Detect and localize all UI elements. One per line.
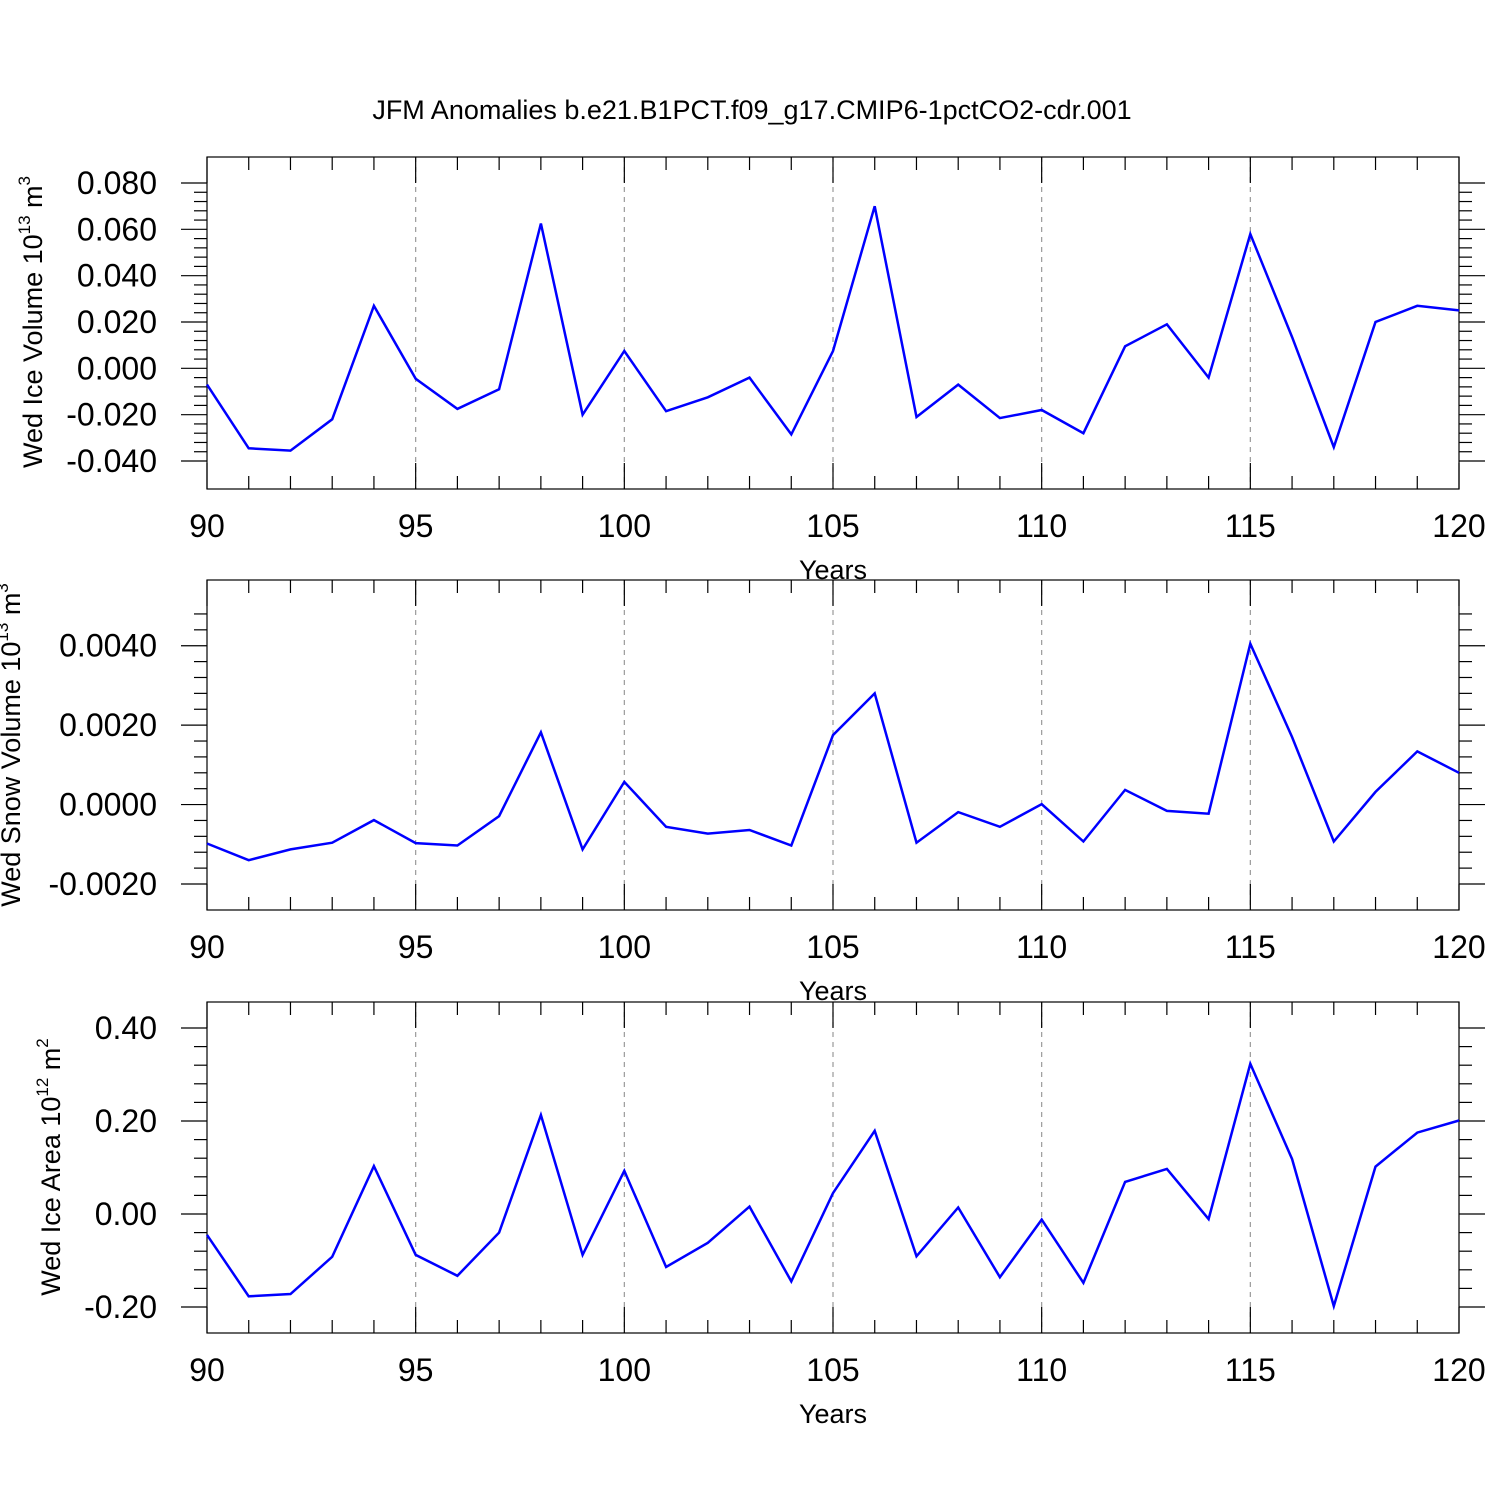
x-tick-label: 105 [806, 929, 859, 965]
y-tick-label: 0.20 [95, 1103, 157, 1139]
x-tick-label: 100 [598, 929, 651, 965]
series-line [205, 1060, 1460, 1311]
y-tick-label: 0.040 [77, 258, 157, 294]
y-tick-label: 0.40 [95, 1010, 157, 1046]
x-axis-label: Years [799, 976, 867, 1006]
x-tick-label: 90 [189, 1352, 225, 1388]
x-tick-label: 110 [1016, 508, 1067, 544]
chart-title: JFM Anomalies b.e21.B1PCT.f09_g17.CMIP6-… [372, 95, 1131, 125]
y-tick-label: 0.0020 [59, 707, 157, 743]
y-tick-label: -0.0020 [48, 866, 157, 902]
x-tick-label: 100 [598, 508, 651, 544]
x-tick-label: 95 [398, 508, 434, 544]
x-tick-label: 120 [1432, 1352, 1485, 1388]
x-tick-label: 95 [398, 1352, 434, 1388]
y-axis-label: Wed Snow Volume 1013 m3 [0, 583, 26, 907]
y-tick-label: 0.060 [77, 211, 157, 247]
x-tick-label: 90 [189, 508, 225, 544]
x-axis-label: Years [799, 1399, 867, 1429]
x-tick-label: 110 [1016, 1352, 1067, 1388]
series-line [205, 205, 1460, 452]
y-tick-label: -0.040 [66, 443, 157, 479]
x-tick-label: 110 [1016, 929, 1067, 965]
y-axis-label: Wed Ice Volume 1013 m3 [15, 176, 48, 468]
x-tick-label: 120 [1432, 508, 1485, 544]
y-tick-label: 0.0000 [59, 787, 157, 823]
panels: 90 95 100 105 110 115 120 -0.040 -0.020 0.000 0.02… [0, 156, 1486, 1429]
y-tick-label: -0.020 [66, 397, 157, 433]
y-axis-label: Wed Ice Area 1012 m2 [33, 1038, 66, 1296]
y-tick-label: 0.020 [77, 304, 157, 340]
y-tick-label: 0.0040 [59, 628, 157, 664]
y-tick-label: 0.080 [77, 165, 157, 201]
x-tick-label: 115 [1225, 1352, 1276, 1388]
panel-2: 90 95 100 105 110 115 120 -0.0020 0.0000 0.0020 0.… [0, 579, 1486, 1006]
x-tick-label: 95 [398, 929, 434, 965]
y-tick-label: 0.00 [95, 1196, 157, 1232]
x-tick-label: 115 [1225, 929, 1276, 965]
y-tick-label: -0.20 [84, 1289, 157, 1325]
x-tick-label: 115 [1225, 508, 1276, 544]
x-tick-label: 105 [806, 1352, 859, 1388]
x-tick-label: 105 [806, 508, 859, 544]
x-tick-label: 100 [598, 1352, 651, 1388]
x-tick-label: 90 [189, 929, 225, 965]
series-line [206, 639, 1460, 862]
panel-3: 90 95 100 105 110 115 120 -0.20 0.00 0.20 0.40 Year… [33, 1001, 1486, 1429]
y-tick-label: 0.000 [77, 350, 157, 386]
x-tick-label: 120 [1432, 929, 1485, 965]
panel-1: 90 95 100 105 110 115 120 -0.040 -0.020 0.000 0.02… [15, 156, 1486, 585]
